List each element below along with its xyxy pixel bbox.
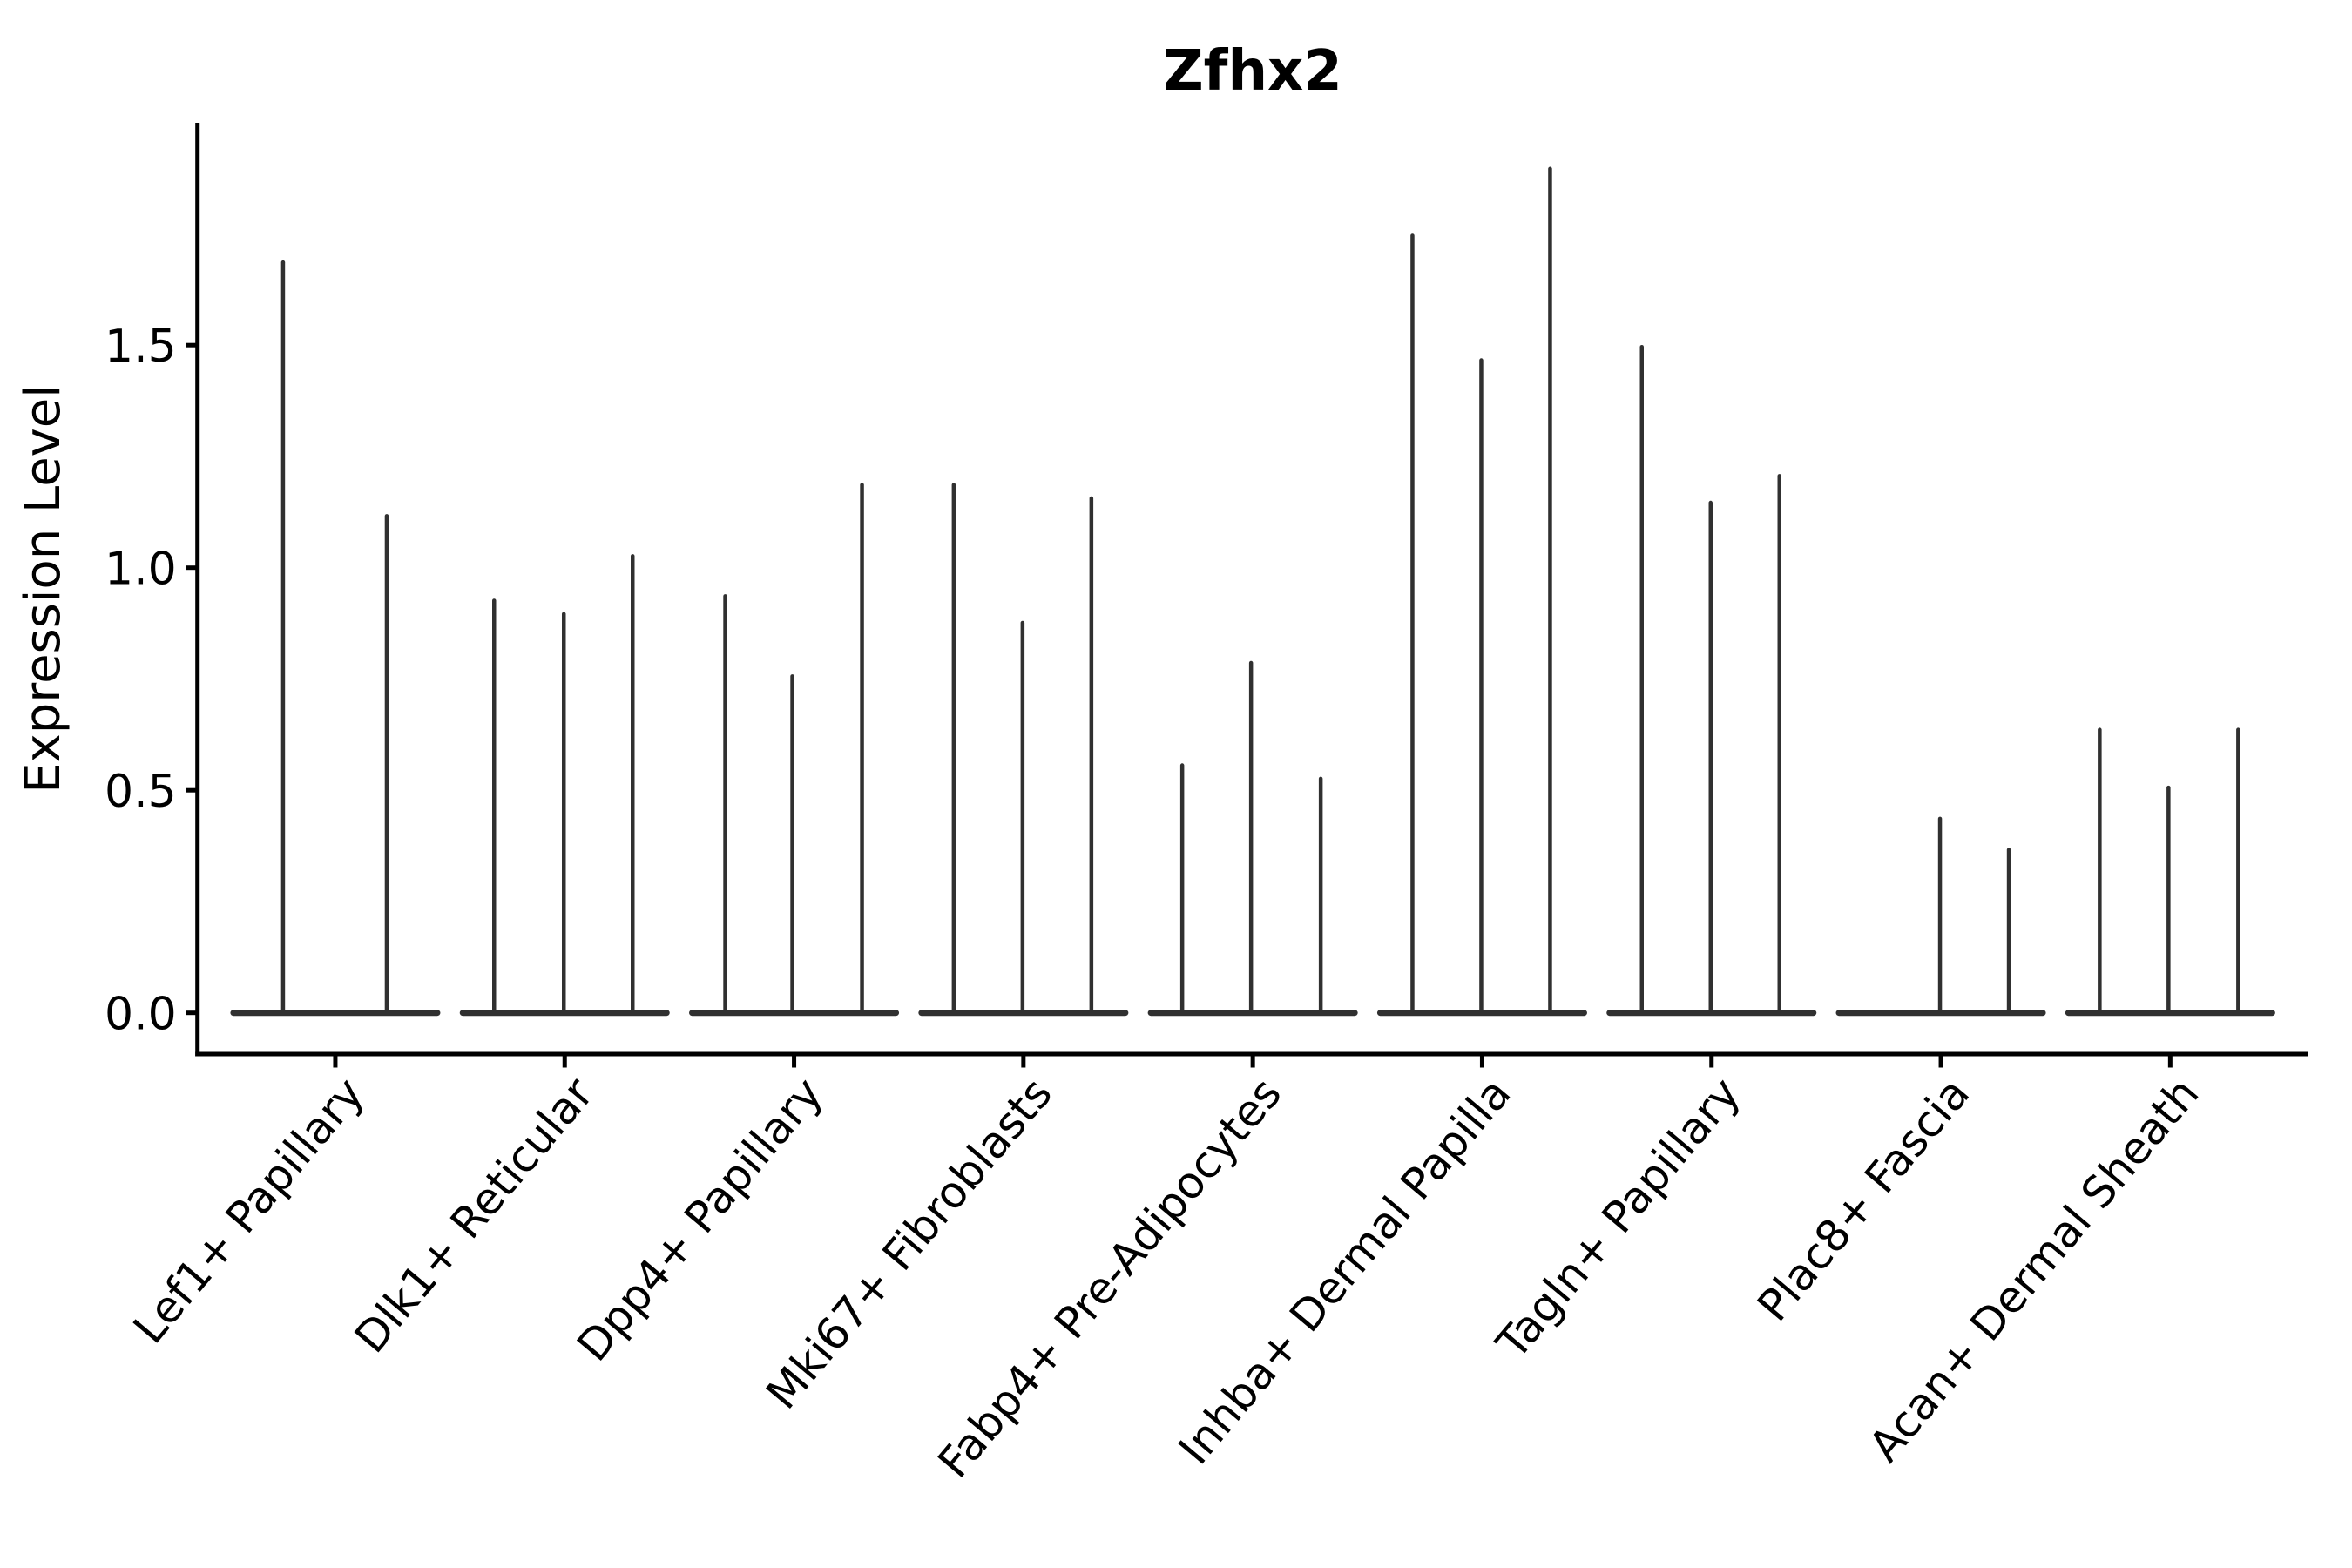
y-axis-label: Expression Level (15, 384, 71, 794)
axes (186, 123, 2308, 1068)
y-tick-label: 0.5 (105, 766, 177, 818)
x-tick-label: Plac8+ Fascia (1747, 1068, 1979, 1330)
x-tick-label: Dlk1+ Reticular (345, 1068, 604, 1362)
y-tick-label: 0.0 (105, 988, 177, 1040)
chart-title: Zfhx2 (1163, 39, 1342, 104)
x-tick-label: Lef1+ Papillary (124, 1068, 374, 1353)
y-tick-label: 1.5 (105, 321, 177, 373)
y-tick-labels: 0.0 0.5 1.0 1.5 (105, 321, 177, 1040)
x-tick-label: Dpp4+ Papillary (567, 1068, 832, 1370)
x-tick-label: Tagln+ Papillary (1486, 1068, 1750, 1369)
violins (230, 166, 2275, 1017)
y-tick-label: 1.0 (105, 543, 177, 595)
